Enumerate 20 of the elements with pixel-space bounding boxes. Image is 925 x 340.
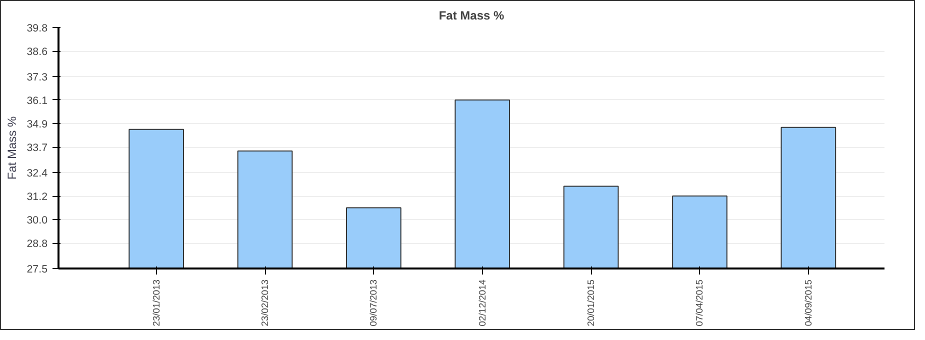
y-tick-label: 36.1 bbox=[26, 94, 48, 107]
chart-title: Fat Mass % bbox=[438, 8, 505, 22]
x-tick-label: 09/07/2013 bbox=[368, 280, 379, 326]
y-tick-label: 38.6 bbox=[26, 46, 48, 58]
y-tick-label: 30.0 bbox=[26, 214, 48, 227]
y-tick-label: 32.4 bbox=[26, 167, 48, 180]
y-axis-title: Fat Mass % bbox=[4, 116, 19, 180]
x-tick-label: 02/12/2014 bbox=[477, 280, 488, 326]
y-tick-label: 33.7 bbox=[26, 142, 48, 154]
y-tick-label: 28.8 bbox=[26, 238, 48, 250]
x-tick-label: 20/01/2015 bbox=[586, 280, 596, 326]
y-tick-label: 34.9 bbox=[26, 118, 48, 131]
y-tick-label: 31.2 bbox=[26, 191, 48, 204]
x-tick-label: 07/04/2015 bbox=[694, 280, 705, 326]
y-tick-label: 37.3 bbox=[26, 71, 48, 84]
x-tick-label: 23/02/2013 bbox=[260, 280, 270, 326]
x-tick-label: 23/01/2013 bbox=[151, 280, 162, 326]
y-tick-label: 27.5 bbox=[26, 264, 48, 276]
y-tick-label: 39.8 bbox=[26, 22, 48, 34]
x-tick-label: 04/09/2015 bbox=[803, 280, 814, 326]
